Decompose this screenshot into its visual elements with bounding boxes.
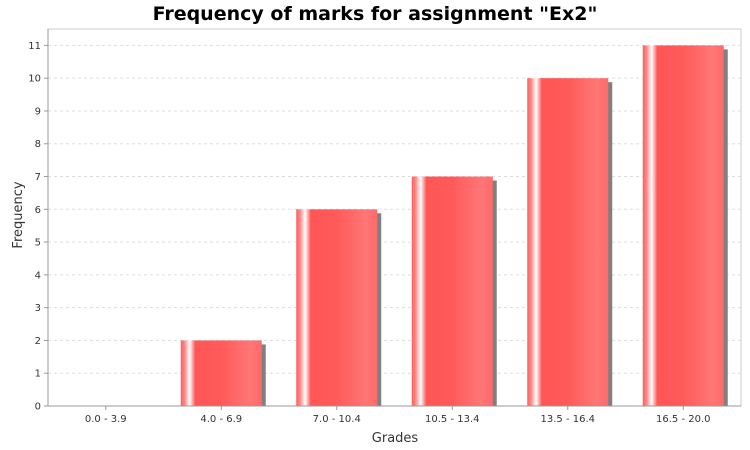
x-tick-labels: 0.0 - 3.9 4.0 - 6.9 7.0 - 10.4 10.5 - 13.4 1… xyxy=(85,406,711,425)
bar xyxy=(642,45,724,407)
x-tick-label: 0.0 - 3.9 xyxy=(85,414,127,425)
y-tick-label: 2 xyxy=(35,336,41,347)
y-tick-label: 0 xyxy=(35,402,41,413)
y-tick-label: 5 xyxy=(35,238,41,249)
x-axis-label: Grades xyxy=(372,431,419,446)
y-tick-label: 11 xyxy=(28,41,41,52)
bars xyxy=(180,45,728,407)
x-tick-label: 4.0 - 6.9 xyxy=(200,414,242,425)
bar xyxy=(180,340,262,406)
y-tick-label: 8 xyxy=(35,139,41,150)
chart-title: Frequency of marks for assignment "Ex2" xyxy=(153,3,598,25)
grid-lines xyxy=(48,44,741,374)
y-tick-labels: 0 1 2 3 4 5 6 7 8 9 10 11 xyxy=(28,41,48,413)
bar xyxy=(296,209,378,406)
x-tick-label: 16.5 - 20.0 xyxy=(656,414,711,425)
y-tick-label: 9 xyxy=(35,106,41,117)
y-tick-label: 1 xyxy=(35,369,41,380)
x-tick-label: 7.0 - 10.4 xyxy=(313,414,361,425)
y-tick-label: 6 xyxy=(35,205,41,216)
bar xyxy=(411,176,493,406)
y-tick-label: 7 xyxy=(35,172,41,183)
x-tick-label: 10.5 - 13.4 xyxy=(425,414,480,425)
y-tick-label: 10 xyxy=(28,74,41,85)
x-tick-label: 13.5 - 16.4 xyxy=(541,414,596,425)
y-tick-label: 3 xyxy=(35,303,41,314)
y-tick-label: 4 xyxy=(35,270,41,281)
plot-area xyxy=(47,28,742,407)
y-axis-label: Frequency xyxy=(11,181,26,248)
bar xyxy=(527,78,609,406)
